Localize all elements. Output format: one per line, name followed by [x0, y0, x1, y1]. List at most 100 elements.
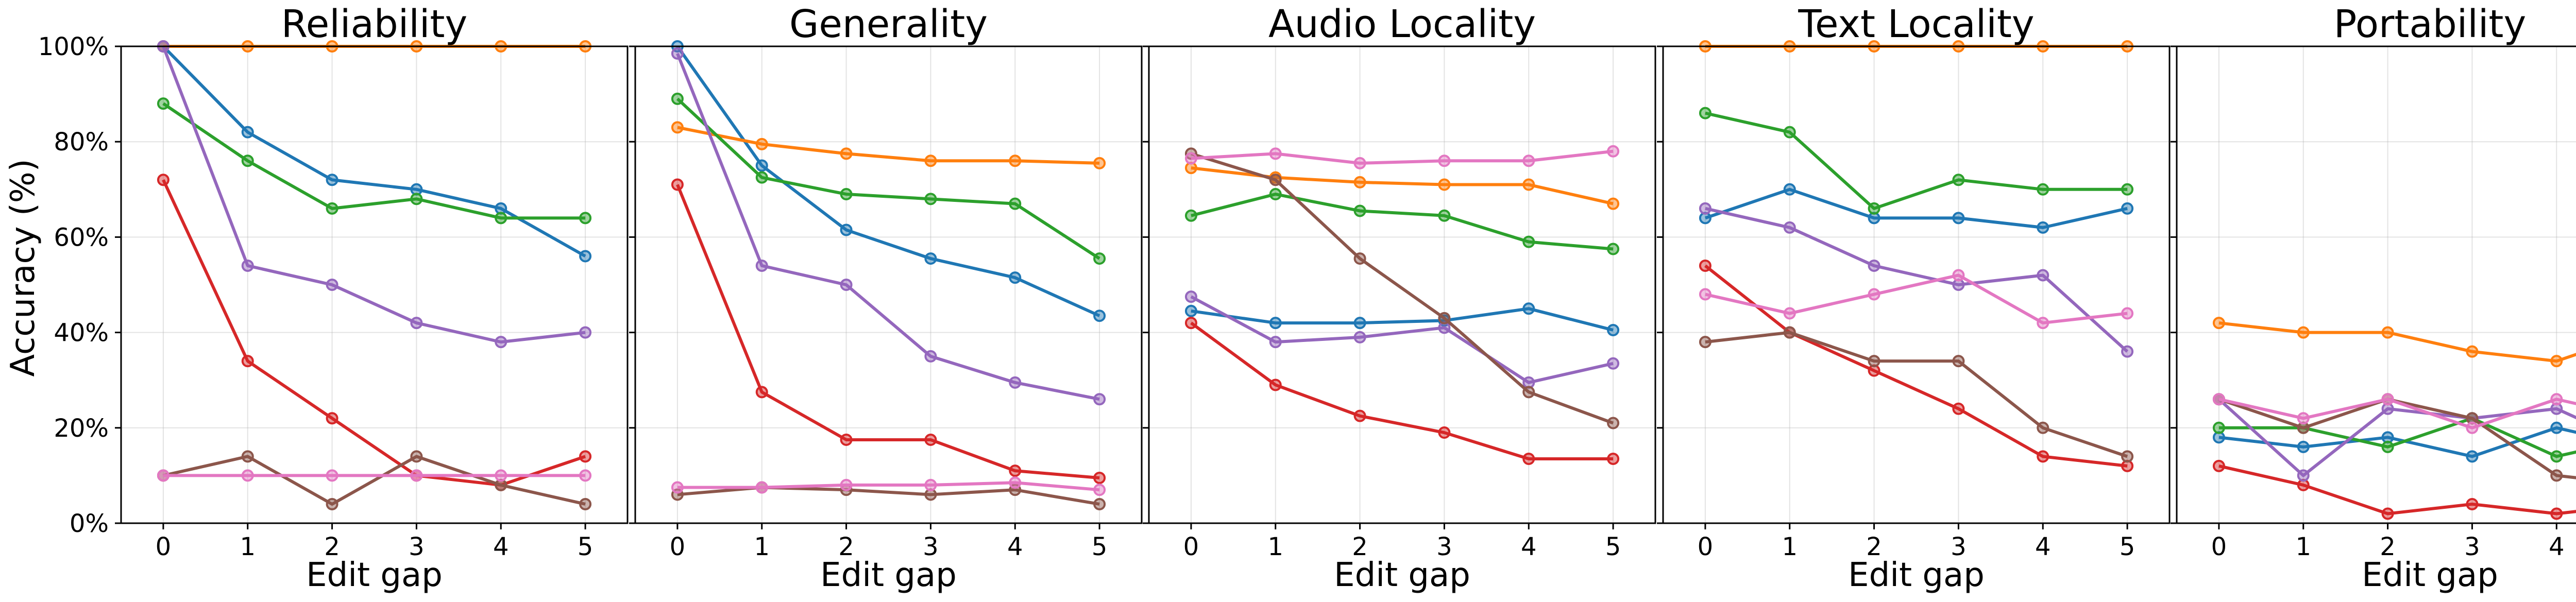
data-point-orange: [755, 137, 768, 150]
subplot-title: Reliability: [281, 2, 468, 46]
data-point-brown: [1438, 312, 1451, 324]
series-line-pink: [1705, 273, 2128, 325]
data-point-brown: [1868, 355, 1880, 368]
series-line-purple: [1190, 295, 1614, 384]
data-point-blue: [1607, 323, 1620, 336]
data-point-blue: [924, 252, 937, 265]
data-point-purple: [671, 47, 684, 60]
data-point-green: [1269, 188, 1282, 201]
data-point-purple: [1269, 336, 1282, 349]
data-point-pink: [1184, 152, 1197, 165]
data-point-green: [1093, 252, 1106, 265]
series-line-red: [676, 184, 1100, 480]
x-tick-label: 5: [1092, 532, 1108, 561]
data-point-purple: [410, 317, 423, 330]
data-point-pink: [2037, 317, 2049, 330]
data-point-pink: [2550, 393, 2563, 406]
data-point-purple: [579, 326, 592, 339]
series-line-pink: [1191, 149, 1614, 165]
x-tick-label: 1: [2295, 532, 2311, 561]
data-point-pink: [1269, 147, 1282, 160]
data-point-brown: [1269, 174, 1282, 186]
data-point-green: [2212, 421, 2225, 434]
data-point-pink: [671, 481, 684, 494]
y-tick-label: 80%: [54, 128, 109, 157]
subplot-title: Portability: [2334, 2, 2527, 46]
data-point-blue: [241, 126, 254, 139]
data-point-red: [1607, 452, 1620, 465]
x-tick-label: 2: [324, 532, 340, 561]
data-point-orange: [1353, 176, 1366, 188]
data-point-pink: [840, 478, 853, 491]
data-point-purple: [326, 279, 338, 291]
y-tick-label: 20%: [54, 414, 109, 443]
x-tick-label: 2: [1866, 532, 1882, 561]
data-point-blue: [1009, 271, 1022, 284]
series-line-green: [162, 102, 586, 220]
data-point-purple: [1868, 259, 1880, 272]
data-point-orange: [1438, 178, 1451, 191]
series-line-pink: [677, 481, 1100, 492]
data-point-brown: [1607, 417, 1620, 429]
data-point-pink: [1438, 154, 1451, 167]
data-point-red: [2212, 459, 2225, 472]
data-point-orange: [2381, 326, 2394, 339]
x-axis-label: Edit gap: [1848, 556, 1985, 594]
data-point-red: [1699, 259, 1711, 272]
series-line-green: [676, 97, 1100, 260]
data-point-pink: [2381, 393, 2394, 406]
data-point-pink: [157, 469, 170, 482]
data-point-orange: [2466, 345, 2479, 358]
data-point-green: [1783, 126, 1796, 139]
data-point-green: [924, 193, 937, 205]
data-point-blue: [1353, 317, 1366, 330]
data-point-green: [2037, 183, 2049, 196]
data-point-orange: [924, 154, 937, 167]
data-point-pink: [579, 469, 592, 482]
data-point-green: [1184, 209, 1197, 222]
data-point-red: [2037, 450, 2049, 463]
x-tick-label: 3: [409, 532, 425, 561]
data-point-brown: [1952, 355, 1965, 368]
series-line-pink: [2218, 398, 2576, 429]
data-point-green: [1699, 107, 1711, 119]
x-tick-label: 5: [1605, 532, 1621, 561]
subplots: 0 1 2 3 4 5 0% 20% 40% 60% 80% 100% Reliability Edit …: [38, 2, 2576, 594]
data-point-brown: [1783, 326, 1796, 339]
data-point-blue: [755, 159, 768, 172]
subplot-text-locality: 0 1 2 3 4 5 Text Locality Edit gap: [1657, 2, 2171, 594]
data-point-brown: [2037, 421, 2049, 434]
data-point-red: [241, 355, 254, 368]
data-point-pink: [241, 469, 254, 482]
data-point-blue: [1522, 302, 1535, 315]
data-point-pink: [1353, 157, 1366, 169]
data-point-purple: [2121, 345, 2134, 358]
series-line-red: [1190, 321, 1614, 460]
data-point-brown: [1699, 336, 1711, 349]
data-point-brown: [579, 497, 592, 510]
series-line-blue: [2218, 426, 2576, 458]
series-line-blue: [162, 45, 586, 258]
data-point-red: [1009, 465, 1022, 477]
data-point-blue: [326, 174, 338, 186]
data-point-green: [1009, 197, 1022, 210]
data-point-orange: [1522, 178, 1535, 191]
plot-frame: [1662, 45, 2171, 524]
data-point-green: [1522, 235, 1535, 248]
data-point-green: [241, 154, 254, 167]
data-point-purple: [1699, 202, 1711, 215]
data-point-pink: [2466, 421, 2479, 434]
data-point-brown: [1093, 497, 1106, 510]
data-point-green: [157, 97, 170, 110]
series-line-purple: [1705, 207, 2129, 353]
plot-frame: [120, 45, 629, 524]
data-point-green: [671, 92, 684, 105]
x-tick-label: 0: [156, 532, 172, 561]
data-point-orange: [2550, 355, 2563, 368]
data-point-purple: [924, 350, 937, 363]
data-point-purple: [840, 279, 853, 291]
data-point-orange: [840, 147, 853, 160]
subplot-title: Text Locality: [1798, 2, 2034, 46]
data-point-pink: [2297, 412, 2310, 425]
data-point-red: [1522, 452, 1535, 465]
